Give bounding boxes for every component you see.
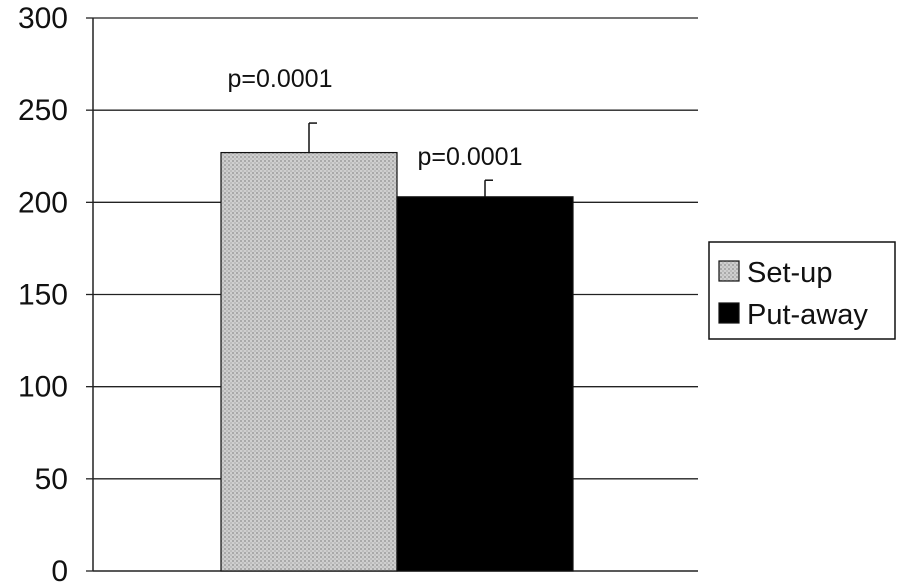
y-tick-label: 100 (18, 371, 68, 404)
y-tick-label: 0 (51, 555, 68, 583)
legend-swatch-set-up (718, 260, 740, 282)
legend-box (708, 241, 896, 340)
y-tick-label: 50 (35, 463, 68, 496)
p-value-label: p=0.0001 (228, 65, 333, 93)
bar-set-up (220, 151, 398, 572)
axes: 0 50 100 150 200 250 300 (18, 2, 698, 588)
p-value-label: p=0.0001 (418, 143, 523, 171)
data-labels: p=0.0001 p=0.0001 (228, 65, 523, 171)
legend: Set-up Put-away (708, 241, 896, 340)
y-tick-label: 200 (18, 186, 68, 219)
legend-swatch-put-away (718, 302, 740, 324)
legend-label: Put-away (747, 299, 868, 331)
y-tick-label: 150 (18, 279, 68, 312)
bars (220, 122, 574, 572)
y-tick-label: 250 (18, 94, 68, 127)
bar-put-away (396, 196, 574, 572)
legend-label: Set-up (747, 257, 832, 289)
y-tick-label: 300 (18, 2, 68, 35)
